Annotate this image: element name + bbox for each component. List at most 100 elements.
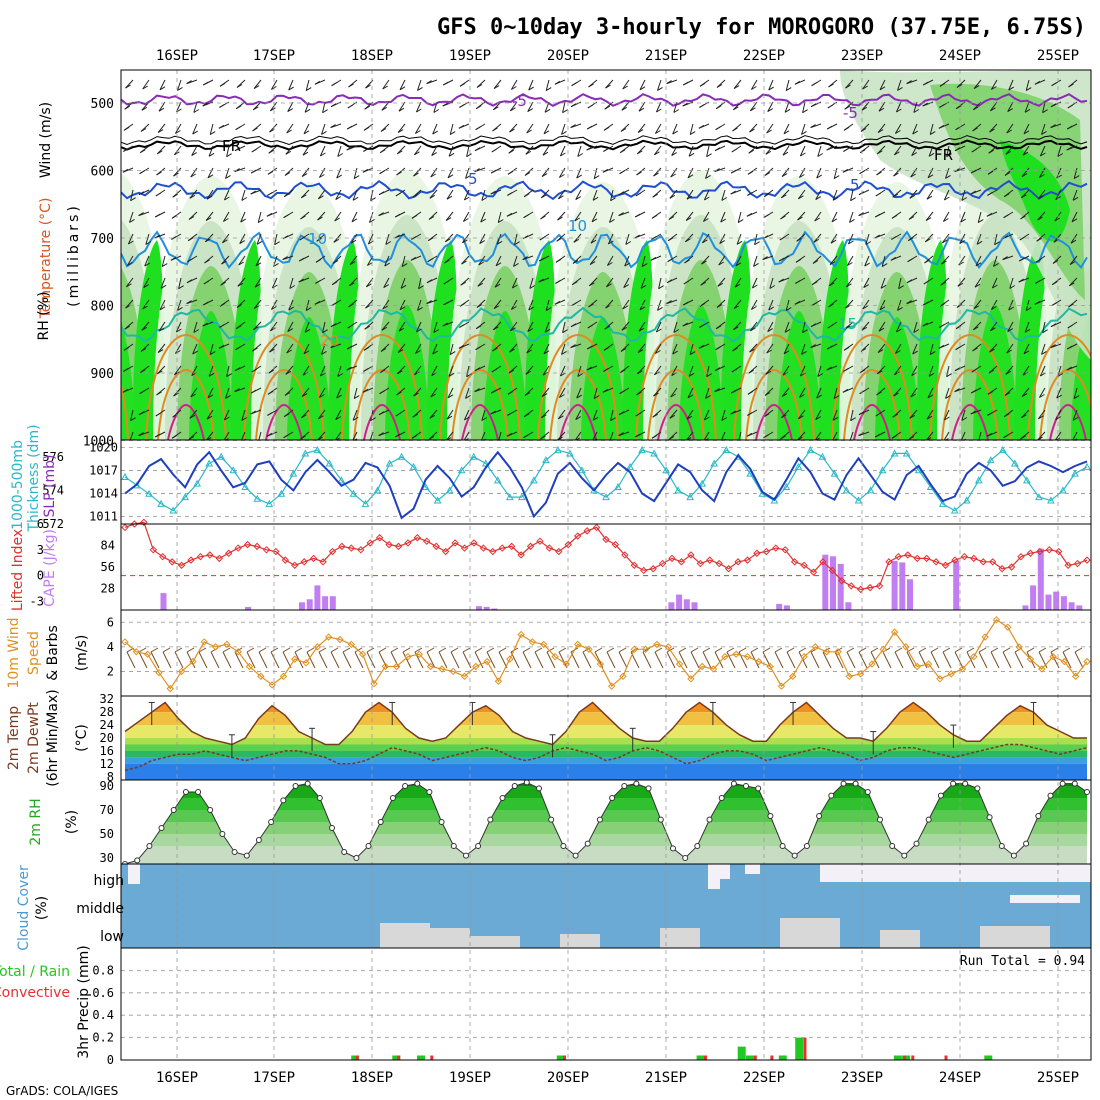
wind-barb	[253, 79, 262, 89]
wind-barb-flag	[702, 239, 708, 244]
wind-barb-flag	[864, 262, 870, 267]
thickness-point	[866, 486, 875, 494]
wind-barb	[910, 167, 918, 178]
wind-barb-flag	[957, 282, 964, 287]
wind-barb-flag	[978, 647, 987, 653]
wind-speed-point	[766, 662, 774, 671]
wind-barb	[622, 299, 630, 310]
wind-barb	[318, 387, 326, 398]
wind-barb-flag	[956, 304, 963, 308]
wind-barb-flag	[561, 350, 567, 355]
wind-barb	[449, 123, 454, 135]
thickness-point	[517, 493, 526, 501]
wind-barb-flag	[285, 150, 292, 155]
wind-barb	[541, 387, 550, 397]
wind-barb-flag	[138, 432, 144, 437]
wind-barb	[703, 189, 710, 201]
precip-tick: 0.6	[92, 986, 114, 1000]
wind-barb	[238, 255, 246, 266]
wind-speed-point	[223, 640, 231, 649]
rh-point	[195, 789, 202, 795]
wind-barb	[353, 167, 358, 179]
wind-barb-flag	[206, 415, 213, 420]
rh-point	[182, 789, 189, 795]
wind-barb-flag	[236, 84, 243, 88]
wind-barb-flag	[190, 173, 196, 178]
wind-barb	[913, 321, 918, 333]
wind-barb	[382, 79, 390, 90]
wind-barb-flag	[124, 105, 130, 110]
wind-barb	[144, 255, 150, 267]
wind-barb-flag	[687, 394, 694, 399]
contour-label: 15	[838, 315, 857, 333]
wind-speed-point	[562, 660, 571, 668]
wind-barb	[990, 79, 998, 90]
wind-barb-flag	[513, 262, 519, 267]
wind-barb-flag	[522, 647, 531, 653]
thickness-point	[578, 466, 586, 474]
wind-barb-flag	[497, 219, 504, 224]
wind-barb-flag	[444, 259, 450, 264]
wind-barb-flag	[346, 345, 353, 350]
contour-20	[929, 333, 1011, 440]
wind-barb-flag	[124, 325, 130, 330]
wind-barb-flag	[875, 192, 882, 197]
wind-barb-flag	[379, 149, 386, 154]
wind-barb-flag	[525, 370, 532, 375]
wind-barb-flag	[652, 193, 658, 198]
wind-barb-flag	[877, 150, 883, 155]
wind-barb	[918, 651, 928, 669]
wind-barb-flag	[892, 193, 898, 198]
wind-barb-flag	[826, 366, 832, 371]
wind-barb-flag	[960, 218, 966, 223]
wind-barb-flag	[973, 106, 979, 111]
wind-barb	[945, 387, 950, 399]
wind-barb-flag	[1036, 237, 1042, 242]
wind-barb-flag	[594, 647, 603, 653]
wind-barb	[193, 321, 198, 333]
wind-barb-flag	[658, 285, 664, 290]
wind-barb-flag	[130, 197, 136, 202]
wind-barb	[816, 167, 822, 179]
wind-barb-flag	[559, 394, 565, 398]
wind-speed-point	[834, 648, 842, 656]
wind-barb-flag	[907, 258, 913, 263]
wind-barb	[879, 79, 886, 91]
contour-label: -5	[843, 104, 858, 122]
wind-barb-flag	[342, 647, 351, 653]
wind-barb	[225, 167, 230, 179]
wind-barb-flag	[717, 282, 724, 287]
contour-25	[941, 368, 999, 440]
wind-barb-flag	[540, 435, 546, 440]
wind-speed-point	[1038, 665, 1046, 673]
wind-barb-flag	[252, 347, 258, 352]
wind-barb-flag	[891, 434, 898, 439]
li-point	[583, 527, 591, 535]
wind-barb-flag	[286, 349, 292, 354]
temp-tick: 16	[100, 744, 114, 758]
cape-bar	[668, 602, 675, 610]
wind-barb-flag	[346, 125, 353, 130]
wind-barb-flag	[669, 194, 676, 199]
wind-barb-flag	[1004, 172, 1011, 176]
wind-barb-flag	[603, 367, 609, 372]
thickness-point	[542, 456, 550, 464]
wind-barb	[654, 365, 662, 376]
thickness-point	[445, 486, 454, 494]
rh-point	[1010, 852, 1017, 859]
wind-barb-flag	[586, 146, 592, 151]
wind-barb-flag	[319, 174, 325, 178]
wind-barb-flag	[397, 150, 403, 155]
li-point	[951, 556, 959, 564]
thickness-point	[890, 449, 899, 457]
wind-barb-flag	[255, 262, 262, 267]
wind-barb-flag	[726, 647, 735, 653]
wind-barb-flag	[270, 327, 276, 332]
slp-tick: 1014	[89, 486, 118, 500]
wind-speed-point	[743, 652, 752, 661]
wind-barb-flag	[283, 434, 289, 439]
wind-barb-flag	[442, 301, 449, 306]
wind-barb	[1007, 321, 1014, 332]
wind-barb-flag	[332, 260, 339, 264]
cape-bar	[845, 602, 852, 610]
